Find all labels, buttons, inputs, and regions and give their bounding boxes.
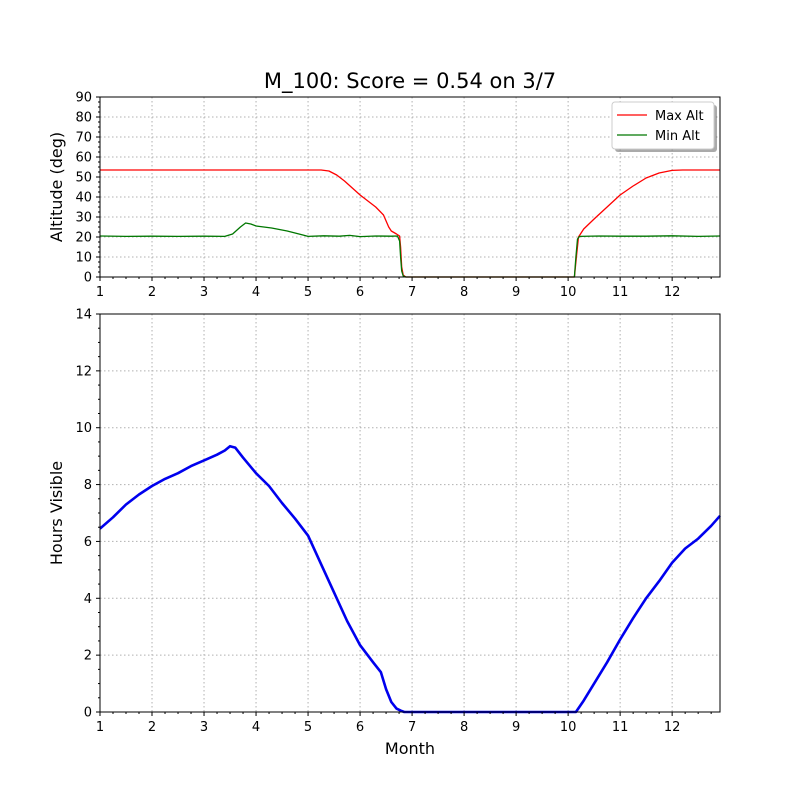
series-line-min-alt <box>99 222 721 278</box>
altitude-series <box>99 169 721 278</box>
hours-x-tick-label-2: 2 <box>148 720 156 735</box>
altitude-x-tick-label-2: 2 <box>148 285 156 300</box>
altitude-x-tick-label-11: 11 <box>612 285 629 300</box>
altitude-x-tick-label-9: 9 <box>512 285 520 300</box>
x-axis-label: Month <box>385 739 435 758</box>
altitude-x-tick-label-8: 8 <box>460 285 468 300</box>
altitude-x-tick-label-12: 12 <box>664 285 681 300</box>
hours-x-tick-label-5: 5 <box>304 720 312 735</box>
hours-x-tick-label-3: 3 <box>200 720 208 735</box>
altitude-y-tick-label-70: 70 <box>75 131 92 146</box>
hours-y-tick-label-0: 0 <box>84 706 92 721</box>
hours-y-tick-label-2: 2 <box>84 649 92 664</box>
altitude-y-tick-label-40: 40 <box>75 191 92 206</box>
hours-y-tick-label-4: 4 <box>84 592 92 607</box>
altitude-y-tick-label-10: 10 <box>75 251 92 266</box>
altitude-x-tick-label-3: 3 <box>200 285 208 300</box>
hours-x-tick-label-7: 7 <box>408 720 416 735</box>
hours-x-tick-label-4: 4 <box>252 720 260 735</box>
hours-x-tick-label-12: 12 <box>664 720 681 735</box>
altitude-y-tick-label-60: 60 <box>75 151 92 166</box>
altitude-y-tick-label-50: 50 <box>75 171 92 186</box>
altitude-x-tick-label-5: 5 <box>304 285 312 300</box>
altitude-y-axis-label: Altitude (deg) <box>47 132 66 242</box>
hours-x-tick-label-9: 9 <box>512 720 520 735</box>
hours-x-tick-label-10: 10 <box>560 720 577 735</box>
hours-y-tick-label-14: 14 <box>75 308 92 323</box>
legend-label-max-alt: Max Alt <box>655 109 704 124</box>
altitude-x-tick-label-4: 4 <box>252 285 260 300</box>
series-line-hours-visible <box>99 444 721 714</box>
legend-box <box>611 101 715 150</box>
hours-y-axis-label: Hours Visible <box>47 461 66 565</box>
chart-title: M_100: Score = 0.54 on 3/7 <box>264 69 556 94</box>
hours-x-tick-label-6: 6 <box>356 720 364 735</box>
altitude-x-tick-label-7: 7 <box>408 285 416 300</box>
hours-y-tick-label-6: 6 <box>84 535 92 550</box>
hours-x-tick-label-11: 11 <box>612 720 629 735</box>
altitude-legend: Max Alt Min Alt <box>611 101 717 152</box>
altitude-y-tick-label-30: 30 <box>75 211 92 226</box>
altitude-y-tick-label-80: 80 <box>75 111 92 126</box>
altitude-y-tick-label-90: 90 <box>75 91 92 106</box>
hours-x-tick-label-8: 8 <box>460 720 468 735</box>
altitude-x-tick-label-1: 1 <box>96 285 104 300</box>
altitude-y-tick-label-20: 20 <box>75 231 92 246</box>
legend-label-min-alt: Min Alt <box>655 129 700 144</box>
hours-y-tick-label-12: 12 <box>75 364 92 379</box>
hours-y-tick-label-8: 8 <box>84 478 92 493</box>
altitude-x-tick-label-10: 10 <box>560 285 577 300</box>
altitude-x-tick-label-6: 6 <box>356 285 364 300</box>
hours-series <box>99 444 721 714</box>
hours-x-tick-label-1: 1 <box>96 720 104 735</box>
altitude-y-tick-label-0: 0 <box>84 271 92 286</box>
hours-y-tick-label-10: 10 <box>75 421 92 436</box>
